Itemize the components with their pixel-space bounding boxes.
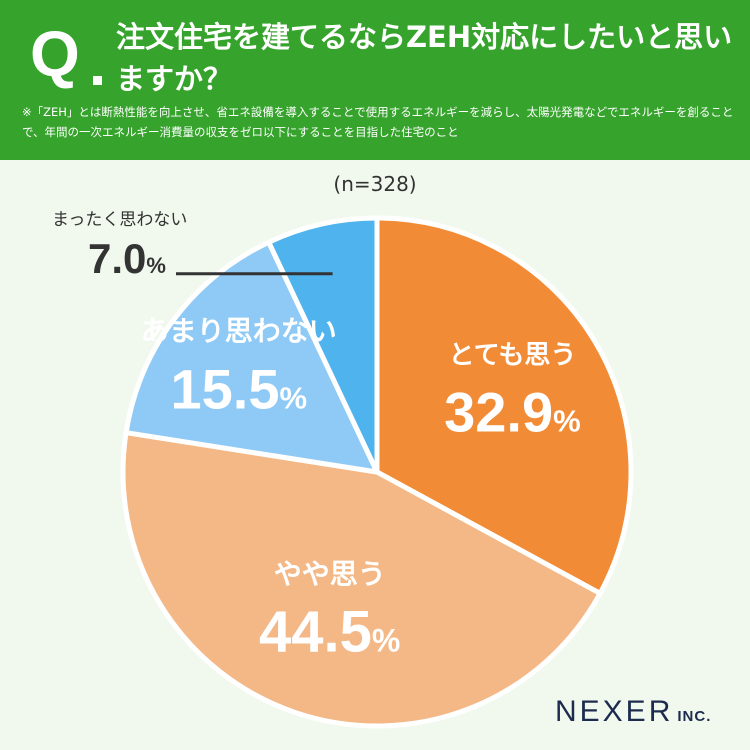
q-mark: Q bbox=[30, 18, 80, 90]
slice-value-label: 7.0% bbox=[88, 235, 166, 282]
slice-category-label: とても思う bbox=[448, 341, 576, 371]
logo-suffix: INC. bbox=[677, 708, 712, 725]
pie-slice bbox=[374, 215, 634, 596]
nexer-logo: NEXER INC. bbox=[555, 695, 711, 729]
slice-category-label: やや思う bbox=[274, 558, 386, 591]
question-header: Q 注文住宅を建てるならZEH対応にしたいと思いますか？ ※「ZEH」とは断熱性… bbox=[0, 0, 750, 160]
sample-size: (n=328) bbox=[333, 172, 417, 196]
slice-value-label: 32.9% bbox=[444, 381, 581, 444]
pie-slice bbox=[120, 430, 603, 729]
slice-category-label: まったく思わない bbox=[52, 210, 187, 230]
pie-slice bbox=[266, 215, 380, 475]
zeh-note: ※「ZEH」とは断熱性能を向上させ、省エネ設備を導入することで使用するエネルギー… bbox=[22, 105, 734, 139]
question-title: 注文住宅を建てるならZEH対応にしたいと思いますか？ bbox=[116, 20, 733, 96]
logo-name: NEXER bbox=[555, 695, 674, 728]
slice-value-label: 15.5% bbox=[171, 357, 308, 420]
q-dot bbox=[93, 76, 102, 85]
slice-value-label: 44.5% bbox=[259, 600, 400, 665]
pie-slice bbox=[123, 239, 380, 475]
slice-category-label: あまり思わない bbox=[141, 314, 337, 347]
